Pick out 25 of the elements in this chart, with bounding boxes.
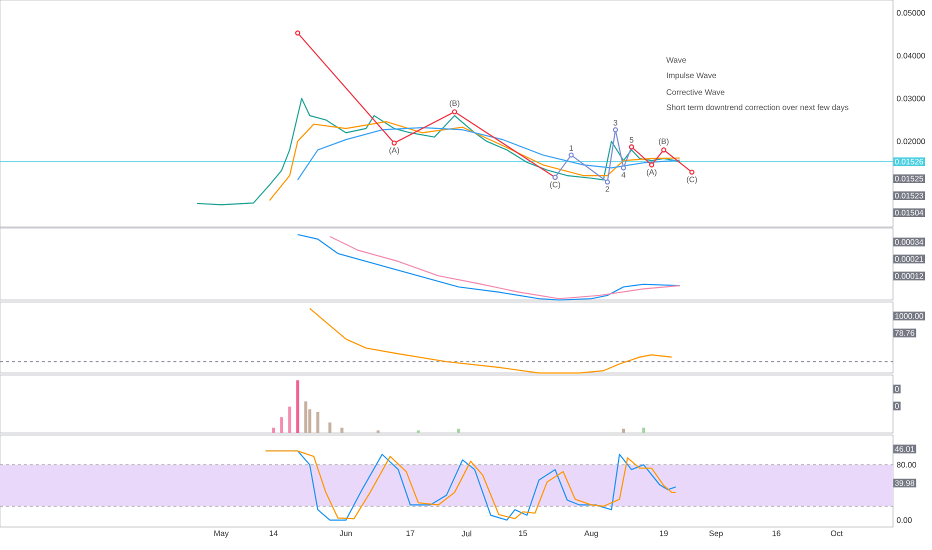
- bar: [288, 406, 292, 434]
- point: [649, 162, 654, 168]
- line-series: [297, 127, 680, 180]
- point: [612, 127, 618, 132]
- bar: [376, 430, 380, 434]
- bar: [622, 428, 625, 434]
- point: [295, 30, 300, 36]
- bar: [272, 428, 276, 434]
- point: [689, 170, 694, 175]
- bar: [340, 428, 344, 434]
- point: [568, 152, 574, 158]
- point: [620, 165, 626, 170]
- bar: [328, 422, 332, 434]
- bar: [304, 401, 308, 434]
- bar: [280, 417, 284, 434]
- bar: [296, 380, 300, 434]
- point: [452, 109, 458, 114]
- point: [392, 140, 397, 146]
- bar: [416, 430, 420, 434]
- bar: [457, 428, 460, 434]
- bar: [642, 428, 646, 434]
- point: [661, 147, 666, 153]
- point: [604, 179, 610, 185]
- line-series: [268, 121, 680, 202]
- bar: [316, 412, 320, 434]
